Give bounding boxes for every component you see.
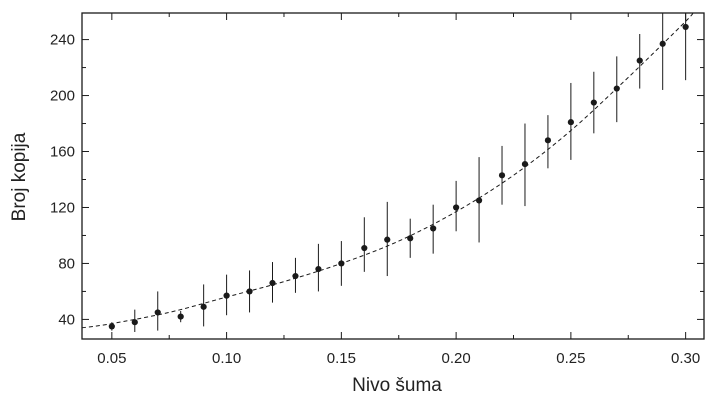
y-tick-label: 40 — [58, 311, 75, 328]
data-point — [613, 85, 620, 92]
data-point — [154, 309, 161, 316]
data-point — [498, 172, 506, 179]
y-axis-title: Broj kopija — [9, 132, 30, 221]
data-point — [269, 279, 276, 287]
error-bars — [111, 13, 687, 333]
data-point — [131, 319, 138, 326]
x-tick-label: 0.05 — [97, 350, 126, 367]
data-point — [407, 235, 414, 242]
y-tick-label: 80 — [58, 255, 75, 272]
data-point — [544, 137, 552, 144]
data-point — [590, 99, 597, 106]
data-point — [521, 161, 529, 168]
fit-curve — [82, 13, 694, 329]
ticks — [82, 13, 704, 339]
data-point — [384, 236, 391, 243]
data-point — [177, 313, 184, 320]
x-tick-label: 0.30 — [671, 350, 700, 367]
tick-labels: 0.05 0.10 0.15 0.20 0.25 0.30 40 80 120 160 200 240 — [50, 32, 700, 367]
data-point — [567, 119, 574, 126]
data-point — [430, 225, 437, 232]
data-point — [108, 323, 115, 330]
y-tick-label: 240 — [50, 32, 75, 49]
data-point — [315, 265, 322, 273]
y-tick-label: 120 — [50, 199, 75, 216]
plot-frame — [81, 12, 705, 340]
data-point — [636, 57, 643, 64]
x-tick-label: 0.10 — [212, 350, 241, 367]
data-point — [361, 244, 368, 252]
data-point — [475, 197, 483, 204]
data-points — [108, 23, 689, 330]
data-point — [338, 260, 345, 267]
data-point — [453, 204, 460, 211]
data-point — [246, 288, 253, 295]
x-tick-label: 0.15 — [327, 350, 356, 367]
data-point — [659, 40, 666, 47]
x-tick-label: 0.25 — [556, 350, 585, 367]
x-tick-label: 0.20 — [442, 350, 471, 367]
x-axis-title: Nivo šuma — [352, 375, 442, 396]
data-point — [200, 303, 207, 310]
y-tick-label: 200 — [50, 88, 75, 105]
data-point — [223, 292, 230, 299]
y-tick-label: 160 — [50, 144, 75, 161]
data-point — [292, 272, 299, 280]
data-point — [682, 23, 689, 31]
